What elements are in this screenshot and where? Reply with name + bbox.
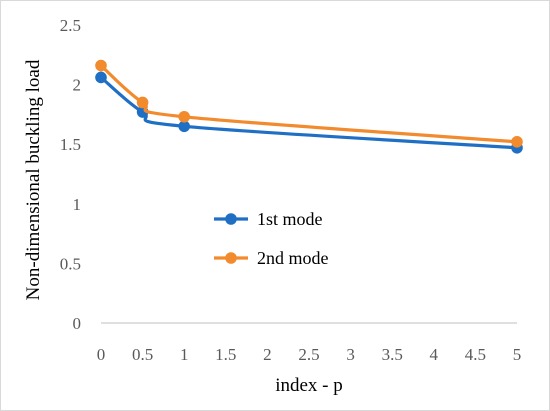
legend-marker-1 <box>225 213 237 225</box>
x-tick-label: 1.5 <box>215 345 236 364</box>
y-tick-label: 1.5 <box>60 135 81 154</box>
y-tick-label: 1 <box>73 195 82 214</box>
x-tick-labels: 0 0.5 1 1.5 2 2.5 3 3.5 4 4.5 5 <box>97 345 522 364</box>
data-point-series-2 <box>95 59 107 72</box>
y-axis-title: Non-dimensional buckling load <box>23 59 44 300</box>
data-point-series-1 <box>178 120 190 133</box>
y-tick-label: 0.5 <box>60 254 81 273</box>
x-tick-label: 0.5 <box>132 345 153 364</box>
data-point-series-2 <box>178 110 190 123</box>
data-point-series-2 <box>136 96 149 109</box>
y-tick-label: 2 <box>73 76 82 95</box>
legend-marker-2 <box>225 252 237 264</box>
x-tick-label: 2.5 <box>298 345 319 364</box>
x-tick-label: 4.5 <box>465 345 486 364</box>
legend-label-1: 1st mode <box>257 209 323 229</box>
x-tick-label: 1 <box>180 345 189 364</box>
data-point-series-1 <box>95 71 107 84</box>
series-line-2 <box>99 63 519 144</box>
x-tick-label: 3 <box>346 345 355 364</box>
x-tick-label: 2 <box>263 345 272 364</box>
x-tick-label: 5 <box>513 345 522 364</box>
series-layer <box>95 59 523 154</box>
x-tick-label: 3.5 <box>382 345 403 364</box>
y-tick-labels: 0 0.5 1 1.5 2 2.5 <box>60 16 81 333</box>
x-tick-label: 4 <box>430 345 439 364</box>
legend-label-2: 2nd mode <box>257 248 329 268</box>
y-tick-label: 0 <box>73 314 82 333</box>
legend: 1st mode 2nd mode <box>214 209 329 268</box>
data-point-series-2 <box>511 136 523 148</box>
x-tick-label: 0 <box>97 345 106 364</box>
y-tick-label: 2.5 <box>60 16 81 35</box>
x-axis-title: index - p <box>275 375 343 396</box>
